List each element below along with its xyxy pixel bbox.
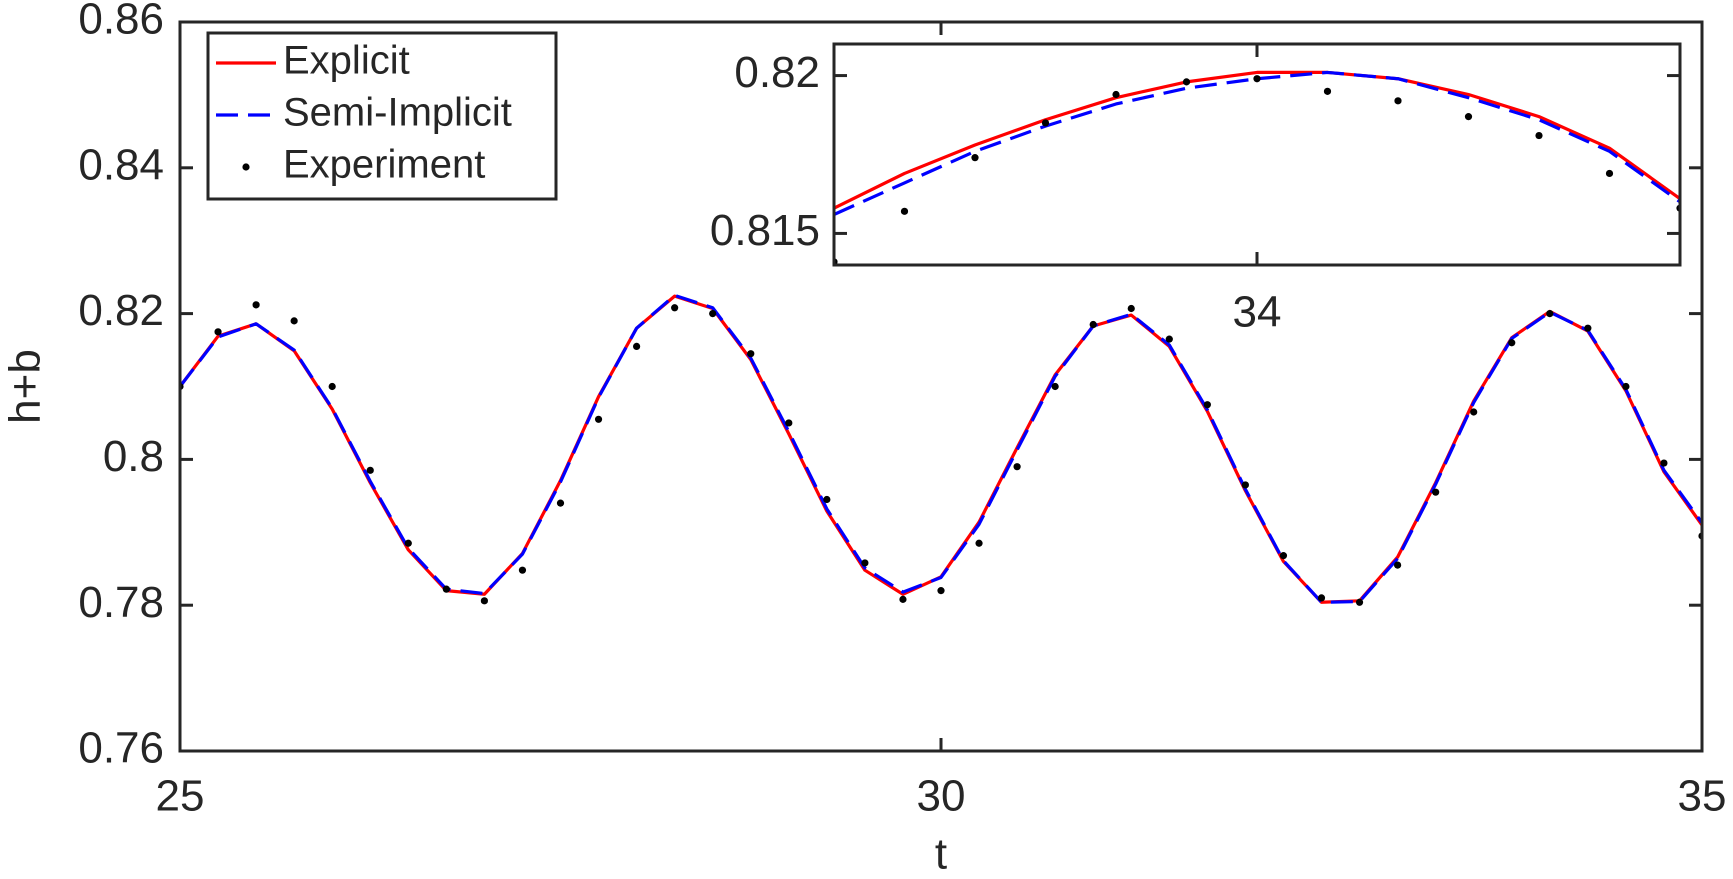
data-point bbox=[1203, 401, 1211, 409]
legend-label: Explicit bbox=[283, 39, 410, 83]
data-point bbox=[214, 328, 222, 336]
data-point bbox=[1546, 310, 1554, 318]
data-point bbox=[1317, 594, 1326, 602]
data-point bbox=[252, 301, 260, 309]
data-point bbox=[861, 559, 869, 567]
x-axis-label: t bbox=[935, 830, 947, 879]
data-point bbox=[442, 585, 450, 593]
plot-area bbox=[180, 293, 1702, 606]
y-tick-label: 0.84 bbox=[78, 140, 164, 189]
data-point bbox=[1622, 382, 1630, 391]
y-tick-label: 0.82 bbox=[734, 48, 820, 97]
data-point bbox=[747, 350, 755, 358]
y-tick-label: 0.815 bbox=[710, 206, 820, 255]
data-point bbox=[1464, 113, 1473, 121]
data-point bbox=[823, 495, 831, 504]
data-point bbox=[671, 304, 679, 312]
data-point bbox=[1165, 335, 1173, 343]
data-point bbox=[937, 587, 945, 595]
y-tick-label: 0.82 bbox=[78, 286, 164, 335]
data-point bbox=[1432, 488, 1440, 496]
series-line bbox=[180, 293, 1702, 604]
y-tick-label: 0.86 bbox=[78, 0, 164, 44]
data-point bbox=[1394, 97, 1402, 105]
data-point bbox=[1584, 324, 1592, 332]
data-point bbox=[1182, 78, 1191, 86]
data-point bbox=[785, 419, 793, 427]
series-line bbox=[834, 70, 1680, 210]
data-point bbox=[1394, 561, 1402, 569]
data-point bbox=[1470, 408, 1478, 416]
legend-label: Semi-Implicit bbox=[283, 91, 512, 135]
y-tick-label: 0.76 bbox=[78, 724, 164, 773]
data-point bbox=[594, 415, 603, 423]
data-point bbox=[1508, 339, 1516, 347]
data-point bbox=[1323, 87, 1332, 95]
data-point bbox=[1355, 598, 1364, 606]
data-point bbox=[290, 317, 298, 325]
y-axis-label: h+b bbox=[1, 349, 50, 424]
data-point bbox=[480, 597, 488, 605]
data-point bbox=[1279, 552, 1288, 560]
data-point bbox=[404, 539, 412, 547]
data-point bbox=[975, 539, 983, 547]
x-tick-label: 25 bbox=[156, 772, 205, 821]
data-point bbox=[1253, 75, 1261, 83]
data-point bbox=[366, 466, 374, 474]
data-point bbox=[1041, 119, 1050, 127]
data-point bbox=[1089, 320, 1097, 329]
data-point bbox=[900, 207, 909, 215]
data-point bbox=[1535, 131, 1543, 140]
legend-marker bbox=[242, 163, 250, 171]
data-point bbox=[1112, 90, 1120, 99]
x-tick-label: 34 bbox=[1233, 288, 1282, 337]
y-tick-label: 0.8 bbox=[103, 432, 164, 481]
data-point bbox=[1127, 304, 1135, 313]
x-tick-label: 30 bbox=[917, 772, 966, 821]
data-point bbox=[971, 154, 979, 162]
data-point bbox=[1660, 459, 1668, 467]
data-point bbox=[328, 382, 336, 391]
data-point bbox=[518, 566, 527, 574]
data-point bbox=[1241, 481, 1249, 489]
data-point bbox=[556, 499, 565, 507]
data-point bbox=[709, 310, 717, 318]
data-point bbox=[899, 595, 907, 603]
x-tick-label: 35 bbox=[1678, 772, 1727, 821]
data-point bbox=[633, 342, 641, 351]
data-point bbox=[1051, 382, 1059, 391]
legend-label: Experiment bbox=[283, 143, 485, 187]
data-point bbox=[1605, 169, 1614, 178]
data-point bbox=[1013, 463, 1021, 471]
y-tick-label: 0.78 bbox=[78, 578, 164, 627]
legend: Explicit Semi-Implicit Experiment bbox=[206, 31, 558, 201]
